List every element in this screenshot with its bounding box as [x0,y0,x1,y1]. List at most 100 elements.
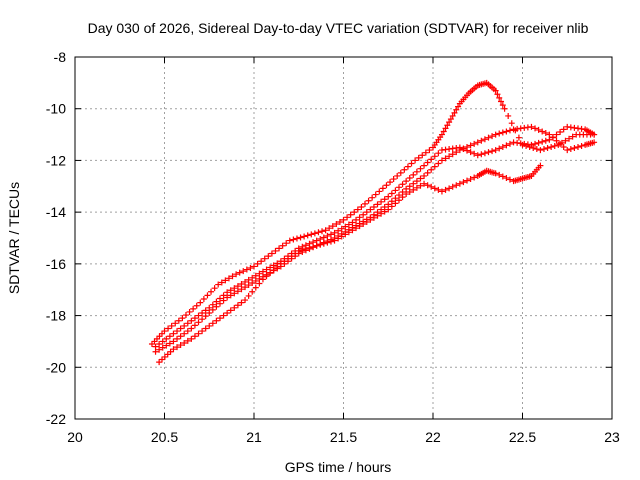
data-point [539,138,546,145]
data-point [186,308,193,315]
data-point [254,260,261,267]
data-point [499,102,506,109]
data-point [263,273,270,280]
data-point [489,133,496,140]
data-point [152,348,159,355]
data-point [467,149,474,156]
data-point [242,297,249,304]
data-point [533,146,540,153]
data-point [379,185,386,192]
data-point [179,315,186,322]
data-point [351,209,358,216]
data-point [566,135,573,142]
data-point [464,143,471,150]
data-point [546,136,553,143]
data-point [474,139,481,146]
data-point [428,156,435,163]
data-point [170,338,177,345]
data-point [560,143,567,150]
data-point [249,279,256,286]
data-point [172,320,179,327]
data-point [268,250,275,257]
data-point [166,340,173,347]
data-point [292,250,299,257]
data-point [199,309,206,316]
data-point [496,145,503,152]
data-point [456,147,463,154]
data-point [370,203,377,210]
data-point [174,328,181,335]
data-point [499,173,506,180]
data-point [363,218,370,225]
data-point [546,131,553,138]
data-point [227,292,234,299]
data-point [216,315,223,322]
data-point [302,245,309,252]
data-point [397,169,404,176]
data-point [435,186,442,193]
data-point [184,337,191,344]
y-tick-label: -18 [46,308,66,324]
data-point [184,328,191,335]
y-tick-label: -16 [46,256,66,272]
x-tick-label: 20.5 [151,429,178,445]
data-point [159,338,166,345]
data-point [381,208,388,215]
data-point [258,258,265,265]
data-point [238,286,245,293]
data-point [403,178,410,185]
data-point [499,143,506,150]
data-point [471,174,478,181]
data-point [181,322,188,329]
data-point [215,281,222,288]
data-point [204,292,211,299]
data-point [177,325,184,332]
data-point [557,128,564,135]
data-point [272,247,279,254]
data-point [331,229,338,236]
data-point [213,303,220,310]
data-point [276,245,283,252]
data-point [444,122,451,129]
data-point [220,297,227,304]
data-point [335,227,342,234]
data-point [395,192,402,199]
data-point [378,210,385,217]
data-point [464,177,471,184]
data-point [372,191,379,198]
data-point [308,231,315,238]
data-point [156,346,163,353]
data-point [216,300,223,307]
data-point [537,147,544,154]
data-point [557,140,564,147]
data-point [356,223,363,230]
data-point [567,146,574,153]
y-axis-label: SDTVAR / TECUs [6,182,22,294]
data-point [206,309,213,316]
data-point [319,228,326,235]
data-point [456,180,463,187]
data-point [498,98,505,105]
data-point [440,128,447,135]
data-point [474,152,481,159]
data-point [431,163,438,170]
data-point [336,218,343,225]
data-point [283,240,290,247]
data-point [159,344,166,351]
data-point [216,295,223,302]
data-point [424,169,431,176]
data-point [261,255,268,262]
data-point [360,211,367,218]
data-point [251,263,257,270]
data-point [156,341,163,348]
data-point [569,133,576,140]
data-point [274,263,281,270]
data-point [560,126,567,133]
data-point [225,275,232,282]
data-point [506,127,513,134]
data-point [279,242,286,249]
data-point [399,181,406,188]
data-point [335,235,342,242]
data-point [331,237,338,244]
data-point [168,322,175,329]
